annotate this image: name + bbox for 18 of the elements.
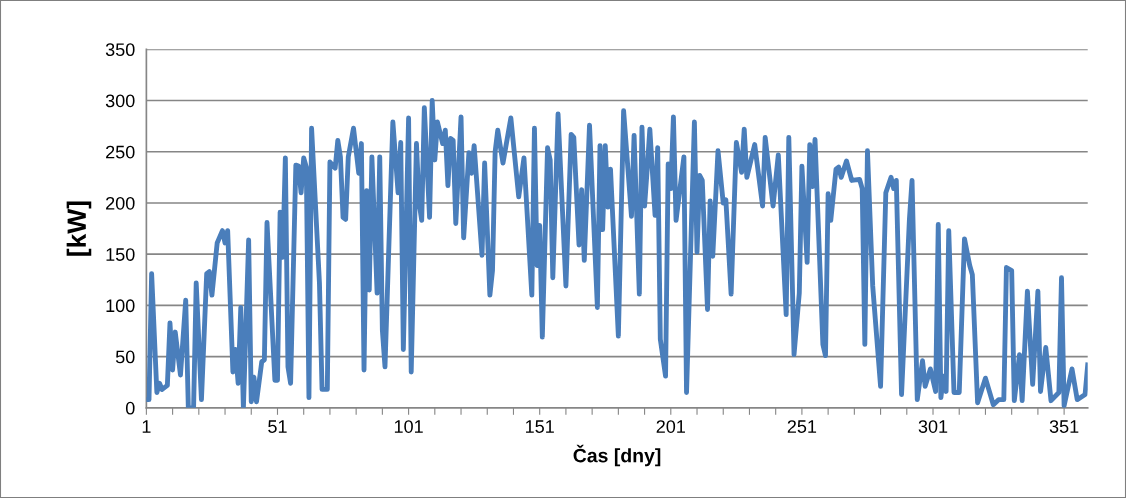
x-tick-label: 351 [1049,420,1079,433]
x-tick-label: 301 [918,420,948,433]
y-tick-label: 350 [105,43,135,57]
x-tick-label: 201 [656,420,685,433]
x-tick-label: 151 [526,420,554,433]
y-axis-title: [kW] [66,201,92,256]
x-tick-label: 251 [787,420,817,433]
y-tick-label: 250 [106,145,135,159]
y-tick-label: 100 [106,299,135,313]
y-tick-label: 50 [115,350,135,364]
x-tick-label: 101 [394,420,423,433]
x-tick-label: 1 [142,420,151,433]
y-tick-label: 200 [106,196,135,210]
y-tick-label: 300 [105,94,135,108]
y-tick-label: 0 [125,401,135,415]
x-tick-label: 51 [268,420,287,433]
x-axis-title: Čas [dny] [573,444,661,467]
y-tick-label: 150 [106,248,135,261]
